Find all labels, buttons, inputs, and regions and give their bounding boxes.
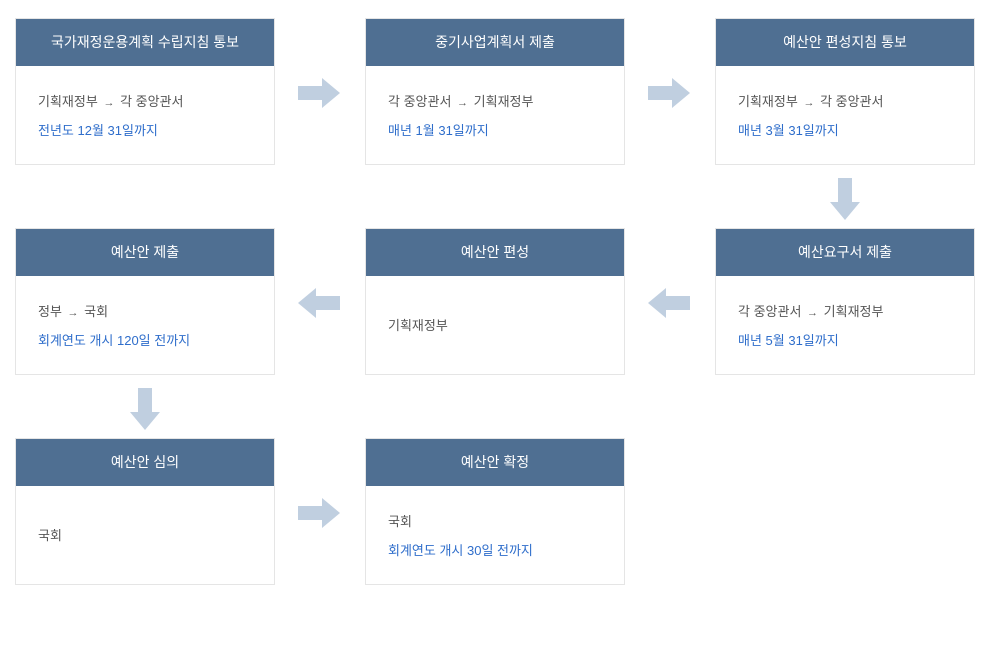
card-body: 기획재정부 → 각 중앙관서 전년도 12월 31일까지 xyxy=(16,66,274,164)
from-text: 기획재정부 xyxy=(38,94,98,109)
process-card-step4: 예산요구서 제출 각 중앙관서 → 기획재정부 매년 5월 31일까지 xyxy=(715,228,975,375)
card-title: 예산안 제출 xyxy=(16,229,274,276)
card-flow: 국회 xyxy=(388,511,602,530)
card-body: 기획재정부 → 각 중앙관서 매년 3월 31일까지 xyxy=(716,66,974,164)
from-text: 기획재정부 xyxy=(388,318,448,333)
card-title: 예산안 편성 xyxy=(366,229,624,276)
flow-arrow-left-icon xyxy=(648,288,690,318)
flow-arrow-right-icon xyxy=(648,78,690,108)
to-text: 기획재정부 xyxy=(824,304,884,319)
from-text: 각 중앙관서 xyxy=(388,94,451,109)
card-body: 기획재정부 xyxy=(366,276,624,374)
card-title: 예산안 편성지침 통보 xyxy=(716,19,974,66)
deadline-text: 매년 1월 31일까지 xyxy=(388,120,602,139)
card-title: 예산안 심의 xyxy=(16,439,274,486)
card-flow: 정부 → 국회 xyxy=(38,301,252,320)
process-card-step3: 예산안 편성지침 통보 기획재정부 → 각 중앙관서 매년 3월 31일까지 xyxy=(715,18,975,165)
from-text: 기획재정부 xyxy=(738,94,798,109)
card-flow: 각 중앙관서 → 기획재정부 xyxy=(388,91,602,110)
to-text: 각 중앙관서 xyxy=(120,94,183,109)
flow-arrow-right-icon xyxy=(298,78,340,108)
card-body: 정부 → 국회 회계연도 개시 120일 전까지 xyxy=(16,276,274,374)
card-body: 국회 회계연도 개시 30일 전까지 xyxy=(366,486,624,584)
from-text: 정부 xyxy=(38,304,62,319)
flow-arrow-down-icon xyxy=(830,178,860,220)
process-card-step2: 중기사업계획서 제출 각 중앙관서 → 기획재정부 매년 1월 31일까지 xyxy=(365,18,625,165)
process-card-step1: 국가재정운용계획 수립지침 통보 기획재정부 → 각 중앙관서 전년도 12월 … xyxy=(15,18,275,165)
deadline-text: 회계연도 개시 120일 전까지 xyxy=(38,330,252,349)
flow-arrow-down-icon xyxy=(130,388,160,430)
arrow-right-icon: → xyxy=(807,307,818,319)
arrow-right-icon: → xyxy=(803,97,814,109)
deadline-text: 매년 5월 31일까지 xyxy=(738,330,952,349)
arrow-right-icon: → xyxy=(103,97,114,109)
card-title: 예산안 확정 xyxy=(366,439,624,486)
card-title: 중기사업계획서 제출 xyxy=(366,19,624,66)
card-flow: 국회 xyxy=(38,525,252,544)
card-body: 각 중앙관서 → 기획재정부 매년 5월 31일까지 xyxy=(716,276,974,374)
card-flow: 기획재정부 → 각 중앙관서 xyxy=(738,91,952,110)
flow-arrow-right-icon xyxy=(298,498,340,528)
to-text: 각 중앙관서 xyxy=(820,94,883,109)
from-text: 국회 xyxy=(388,514,412,529)
process-card-step8: 예산안 확정 국회 회계연도 개시 30일 전까지 xyxy=(365,438,625,585)
from-text: 국회 xyxy=(38,528,62,543)
to-text: 국회 xyxy=(84,304,108,319)
process-card-step5: 예산안 편성 기획재정부 xyxy=(365,228,625,375)
deadline-text: 전년도 12월 31일까지 xyxy=(38,120,252,139)
card-flow: 기획재정부 xyxy=(388,315,602,334)
card-title: 예산요구서 제출 xyxy=(716,229,974,276)
arrow-right-icon: → xyxy=(457,97,468,109)
arrow-right-icon: → xyxy=(68,307,79,319)
from-text: 각 중앙관서 xyxy=(738,304,801,319)
card-flow: 기획재정부 → 각 중앙관서 xyxy=(38,91,252,110)
to-text: 기획재정부 xyxy=(474,94,534,109)
process-card-step7: 예산안 심의 국회 xyxy=(15,438,275,585)
flow-arrow-left-icon xyxy=(298,288,340,318)
deadline-text: 매년 3월 31일까지 xyxy=(738,120,952,139)
card-flow: 각 중앙관서 → 기획재정부 xyxy=(738,301,952,320)
card-title: 국가재정운용계획 수립지침 통보 xyxy=(16,19,274,66)
card-body: 국회 xyxy=(16,486,274,584)
card-body: 각 중앙관서 → 기획재정부 매년 1월 31일까지 xyxy=(366,66,624,164)
deadline-text: 회계연도 개시 30일 전까지 xyxy=(388,540,602,559)
process-card-step6: 예산안 제출 정부 → 국회 회계연도 개시 120일 전까지 xyxy=(15,228,275,375)
